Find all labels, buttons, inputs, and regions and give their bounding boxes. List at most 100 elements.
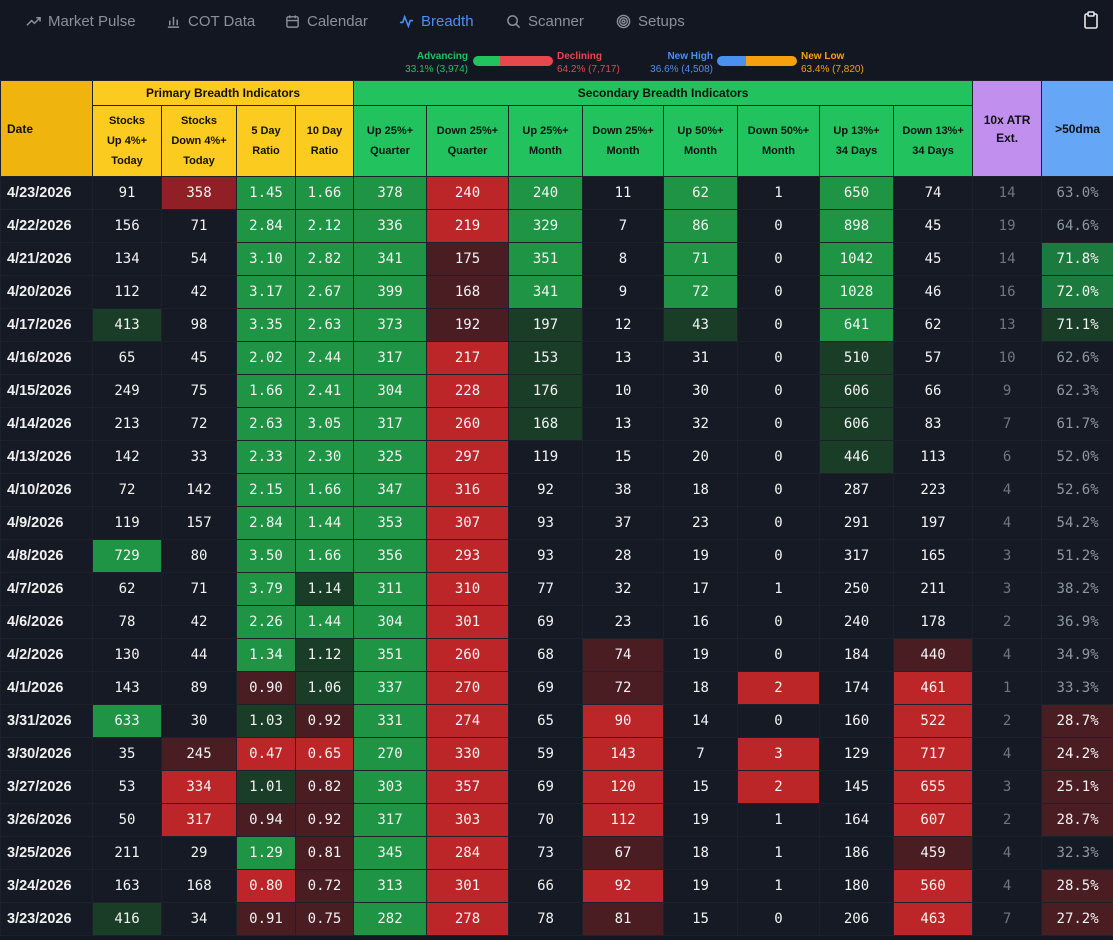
dma-header[interactable]: >50dma — [1041, 80, 1113, 177]
table-row[interactable]: 3/30/2026 35 245 0.47 0.65 270 330 59 143 7 3 129 71… — [0, 737, 1113, 771]
column-header[interactable]: Up 25%+ Month — [508, 105, 583, 177]
metric-cell: 1 — [737, 176, 820, 210]
metric-cell: 71 — [663, 242, 738, 276]
metric-cell: 270 — [353, 737, 427, 771]
metric-cell: 2.15 — [236, 473, 296, 507]
date-header[interactable]: Date — [0, 80, 93, 177]
column-header[interactable]: Up 25%+ Quarter — [353, 105, 427, 177]
metric-cell: 0 — [737, 704, 820, 738]
metric-cell: 446 — [819, 440, 894, 474]
table-row[interactable]: 3/23/2026 416 34 0.91 0.75 282 278 78 81 15 0 206 46… — [0, 902, 1113, 936]
metric-cell: 145 — [819, 770, 894, 804]
metric-cell: 13 — [582, 407, 664, 441]
dma-cell: 52.0% — [1041, 440, 1113, 474]
column-header[interactable]: Up 13%+ 34 Days — [819, 105, 894, 177]
table-row[interactable]: 4/9/2026 119 157 2.84 1.44 353 307 93 37 23 0 291 19… — [0, 506, 1113, 540]
column-header[interactable]: Down 25%+ Quarter — [426, 105, 509, 177]
atr-header[interactable]: 10x ATR Ext. — [972, 80, 1043, 177]
metric-cell: 35 — [92, 737, 162, 771]
table-row[interactable]: 4/13/2026 142 33 2.33 2.30 325 297 119 15 20 0 446 1… — [0, 440, 1113, 474]
date-cell: 4/6/2026 — [0, 605, 93, 639]
metric-cell: 0.91 — [236, 902, 296, 936]
nav-market-pulse[interactable]: Market Pulse — [26, 0, 136, 42]
metric-cell: 2 — [737, 671, 820, 705]
metric-cell: 176 — [508, 374, 583, 408]
table-row[interactable]: 4/14/2026 213 72 2.63 3.05 317 260 168 13 32 0 606 8… — [0, 407, 1113, 441]
date-cell: 4/2/2026 — [0, 638, 93, 672]
metric-cell: 2.44 — [295, 341, 354, 375]
column-header-text: Up 25%+ — [366, 125, 414, 137]
table-row[interactable]: 3/27/2026 53 334 1.01 0.82 303 357 69 120 15 2 145 6… — [0, 770, 1113, 804]
table-row[interactable]: 4/22/2026 156 71 2.84 2.12 336 219 329 7 86 0 898 45… — [0, 209, 1113, 243]
table-row[interactable]: 3/25/2026 211 29 1.29 0.81 345 284 73 67 18 1 186 45… — [0, 836, 1113, 870]
column-header[interactable]: 10 Day Ratio — [295, 105, 354, 177]
metric-cell: 0 — [737, 506, 820, 540]
date-cell: 4/16/2026 — [0, 341, 93, 375]
metric-cell: 93 — [508, 539, 583, 573]
clipboard-button[interactable] — [1083, 11, 1099, 34]
date-cell: 4/13/2026 — [0, 440, 93, 474]
advancing-label: Advancing — [416, 51, 468, 62]
nav-scanner[interactable]: Scanner — [506, 0, 584, 42]
breadth-table: Date Primary Breadth Indicators Secondar… — [0, 80, 1113, 936]
table-row[interactable]: 4/15/2026 249 75 1.66 2.41 304 228 176 10 30 0 606 6… — [0, 374, 1113, 408]
atr-cell: 2 — [972, 704, 1043, 738]
column-header[interactable]: Up 50%+ Month — [663, 105, 738, 177]
table-row[interactable]: 4/23/2026 91 358 1.45 1.66 378 240 240 11 62 1 650 7… — [0, 176, 1113, 210]
metric-cell: 23 — [663, 506, 738, 540]
metric-cell: 83 — [892, 407, 974, 441]
metric-cell: 18 — [663, 473, 738, 507]
metric-cell: 0 — [737, 308, 820, 342]
metric-cell: 184 — [819, 638, 894, 672]
metric-cell: 28 — [582, 539, 664, 573]
metric-cell: 57 — [892, 341, 974, 375]
table-row[interactable]: 4/6/2026 78 42 2.26 1.44 304 301 69 23 16 0 240 178 2… — [0, 605, 1113, 639]
dma-cell: 51.2% — [1041, 539, 1113, 573]
table-row[interactable]: 4/1/2026 143 89 0.90 1.06 337 270 69 72 18 2 174 461… — [0, 671, 1113, 705]
nav-calendar[interactable]: Calendar — [285, 0, 368, 42]
table-row[interactable]: 3/26/2026 50 317 0.94 0.92 317 303 70 112 19 1 164 6… — [0, 803, 1113, 837]
atr-cell: 13 — [972, 308, 1043, 342]
column-header[interactable]: Down 13%+ 34 Days — [892, 105, 974, 177]
column-header[interactable]: Down 50%+ Month — [737, 105, 820, 177]
metric-cell: 459 — [892, 836, 974, 870]
nav-breadth[interactable]: Breadth — [399, 0, 474, 42]
metric-cell: 93 — [508, 506, 583, 540]
metric-cell: 156 — [92, 209, 162, 243]
atr-cell: 10 — [972, 341, 1043, 375]
column-header[interactable]: Stocks Up 4%+ Today — [92, 105, 162, 177]
nav-cot-data[interactable]: COT Data — [166, 0, 255, 42]
metric-cell: 317 — [353, 341, 427, 375]
metric-cell: 0 — [737, 902, 820, 936]
column-header[interactable]: 5 Day Ratio — [236, 105, 296, 177]
date-cell: 3/31/2026 — [0, 704, 93, 738]
nav-label: Calendar — [307, 12, 368, 30]
table-row[interactable]: 4/17/2026 413 98 3.35 2.63 373 192 197 12 43 0 641 6… — [0, 308, 1113, 342]
nav-setups[interactable]: Setups — [616, 0, 685, 42]
table-row[interactable]: 3/24/2026 163 168 0.80 0.72 313 301 66 92 19 1 180 5… — [0, 869, 1113, 903]
metric-cell: 0 — [737, 341, 820, 375]
column-header-text: Month — [606, 145, 640, 157]
table-row[interactable]: 4/7/2026 62 71 3.79 1.14 311 310 77 32 17 1 250 211 3… — [0, 572, 1113, 606]
table-row[interactable]: 4/21/2026 134 54 3.10 2.82 341 175 351 8 71 0 1042 4… — [0, 242, 1113, 276]
metric-cell: 274 — [426, 704, 509, 738]
metric-cell: 112 — [92, 275, 162, 309]
metric-cell: 313 — [353, 869, 427, 903]
date-cell: 3/30/2026 — [0, 737, 93, 771]
date-cell: 4/22/2026 — [0, 209, 93, 243]
metric-cell: 2.30 — [295, 440, 354, 474]
table-row[interactable]: 4/8/2026 729 80 3.50 1.66 356 293 93 28 19 0 317 165… — [0, 539, 1113, 573]
metric-cell: 10 — [582, 374, 664, 408]
table-row[interactable]: 4/16/2026 65 45 2.02 2.44 317 217 153 13 31 0 510 57… — [0, 341, 1113, 375]
metric-cell: 2.26 — [236, 605, 296, 639]
metric-cell: 72 — [161, 407, 237, 441]
column-header[interactable]: Stocks Down 4%+ Today — [161, 105, 237, 177]
table-row[interactable]: 4/2/2026 130 44 1.34 1.12 351 260 68 74 19 0 184 440… — [0, 638, 1113, 672]
metric-cell: 345 — [353, 836, 427, 870]
column-header[interactable]: Down 25%+ Month — [582, 105, 664, 177]
metric-cell: 633 — [92, 704, 162, 738]
table-row[interactable]: 4/10/2026 72 142 2.15 1.66 347 316 92 38 18 0 287 22… — [0, 473, 1113, 507]
metric-cell: 0 — [737, 638, 820, 672]
table-row[interactable]: 4/20/2026 112 42 3.17 2.67 399 168 341 9 72 0 1028 4… — [0, 275, 1113, 309]
table-row[interactable]: 3/31/2026 633 30 1.03 0.92 331 274 65 90 14 0 160 52… — [0, 704, 1113, 738]
